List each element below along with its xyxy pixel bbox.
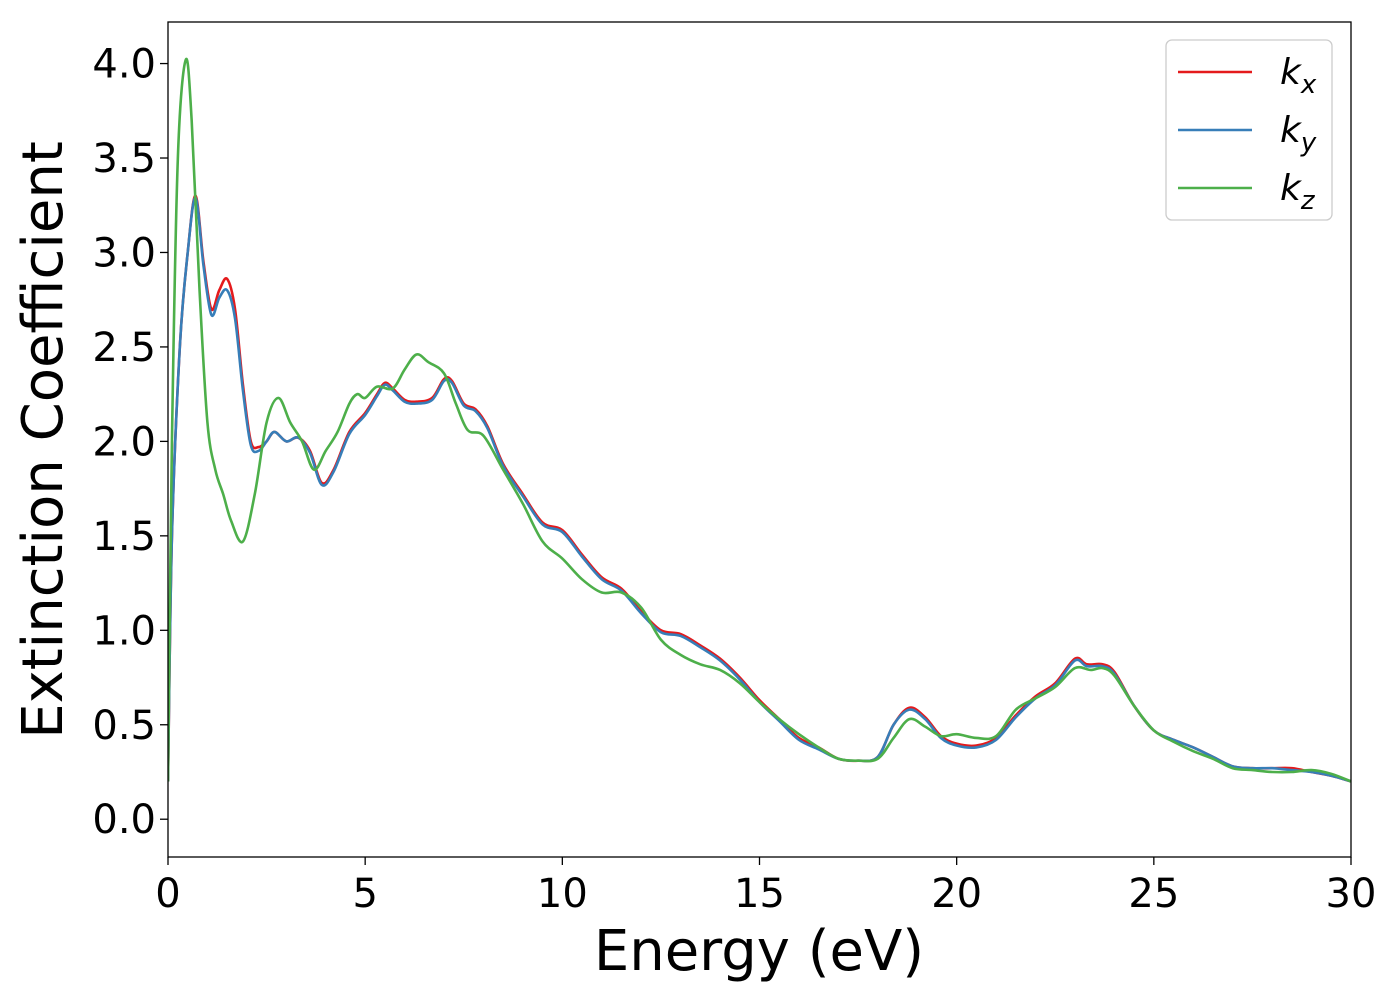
- x-tick-label: 25: [1128, 871, 1179, 917]
- y-tick-label: 2.5: [92, 325, 156, 371]
- y-axis-title: Extinction Coefficient: [11, 141, 76, 739]
- y-tick-label: 2.0: [92, 419, 156, 465]
- series-line-kx: [168, 194, 1351, 783]
- y-tick-label: 4.0: [92, 42, 156, 88]
- x-tick-label: 30: [1326, 871, 1377, 917]
- y-tick-label: 0.5: [92, 703, 156, 749]
- series-line-kz: [168, 57, 1351, 783]
- series-line-ky: [168, 196, 1351, 783]
- y-tick-label: 3.0: [92, 230, 156, 276]
- legend: kx ky kz: [1165, 39, 1333, 221]
- y-tick-label: 1.5: [92, 514, 156, 560]
- y-tick-label: 0.0: [92, 797, 156, 843]
- y-tick-label: 3.5: [92, 136, 156, 182]
- legend-label-kx: kx: [1280, 52, 1317, 100]
- x-axis-title: Energy (eV): [594, 919, 924, 984]
- series-layer: [168, 57, 1351, 783]
- x-tick-label: 20: [931, 871, 982, 917]
- y-axis: 0.0 0.5 1.0 1.5 2.0 2.5 3.0 3.5 4.0: [92, 42, 168, 843]
- x-axis: 0 5 10 15 20 25 30: [155, 857, 1376, 917]
- x-tick-label: 15: [734, 871, 785, 917]
- y-tick-label: 1.0: [92, 608, 156, 654]
- x-tick-label: 10: [537, 871, 588, 917]
- legend-label-ky: ky: [1280, 110, 1317, 158]
- x-tick-label: 0: [155, 871, 180, 917]
- x-tick-label: 5: [352, 871, 377, 917]
- legend-label-kz: kz: [1280, 168, 1316, 216]
